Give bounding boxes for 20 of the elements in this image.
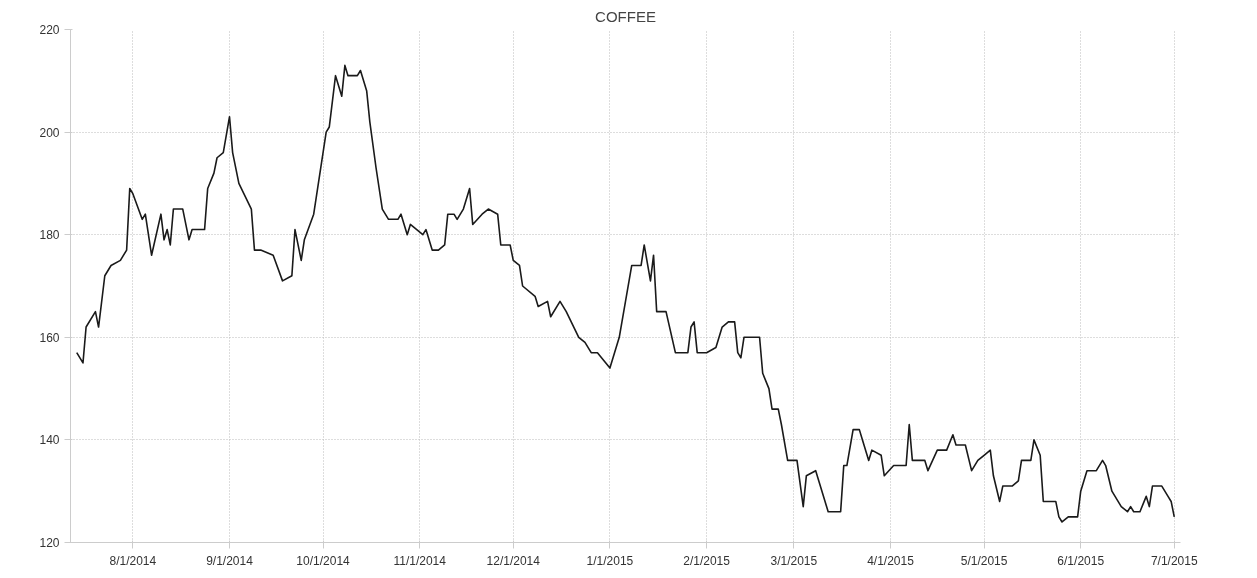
- y-tick-label: 180: [39, 228, 60, 243]
- chart-title: COFFEE: [595, 7, 656, 25]
- y-tick-label: 160: [39, 330, 60, 345]
- x-tick-label: 10/1/2014: [296, 553, 351, 568]
- line-series: [75, 64, 1176, 523]
- x-tick-label: 11/1/2014: [393, 553, 447, 568]
- y-tick-label: 220: [39, 23, 60, 37]
- x-tick-label: 6/1/2015: [1057, 553, 1105, 568]
- x-tick-label: 8/1/2014: [109, 553, 157, 568]
- x-tick-label: 5/1/2015: [960, 553, 1008, 568]
- x-tick-label: 7/1/2015: [1150, 553, 1198, 568]
- x-tick-label: 3/1/2015: [770, 553, 818, 568]
- x-tick-label: 2/1/2015: [683, 553, 731, 568]
- x-tick-label: 12/1/2014: [486, 553, 541, 568]
- x-tick-label: 1/1/2015: [586, 553, 634, 568]
- y-tick-label: 120: [39, 536, 60, 550]
- y-tick-label: 140: [39, 433, 60, 448]
- x-tick-label: 4/1/2015: [867, 553, 915, 568]
- y-tick-label: 200: [39, 125, 60, 140]
- x-tick-label: 9/1/2014: [206, 553, 254, 568]
